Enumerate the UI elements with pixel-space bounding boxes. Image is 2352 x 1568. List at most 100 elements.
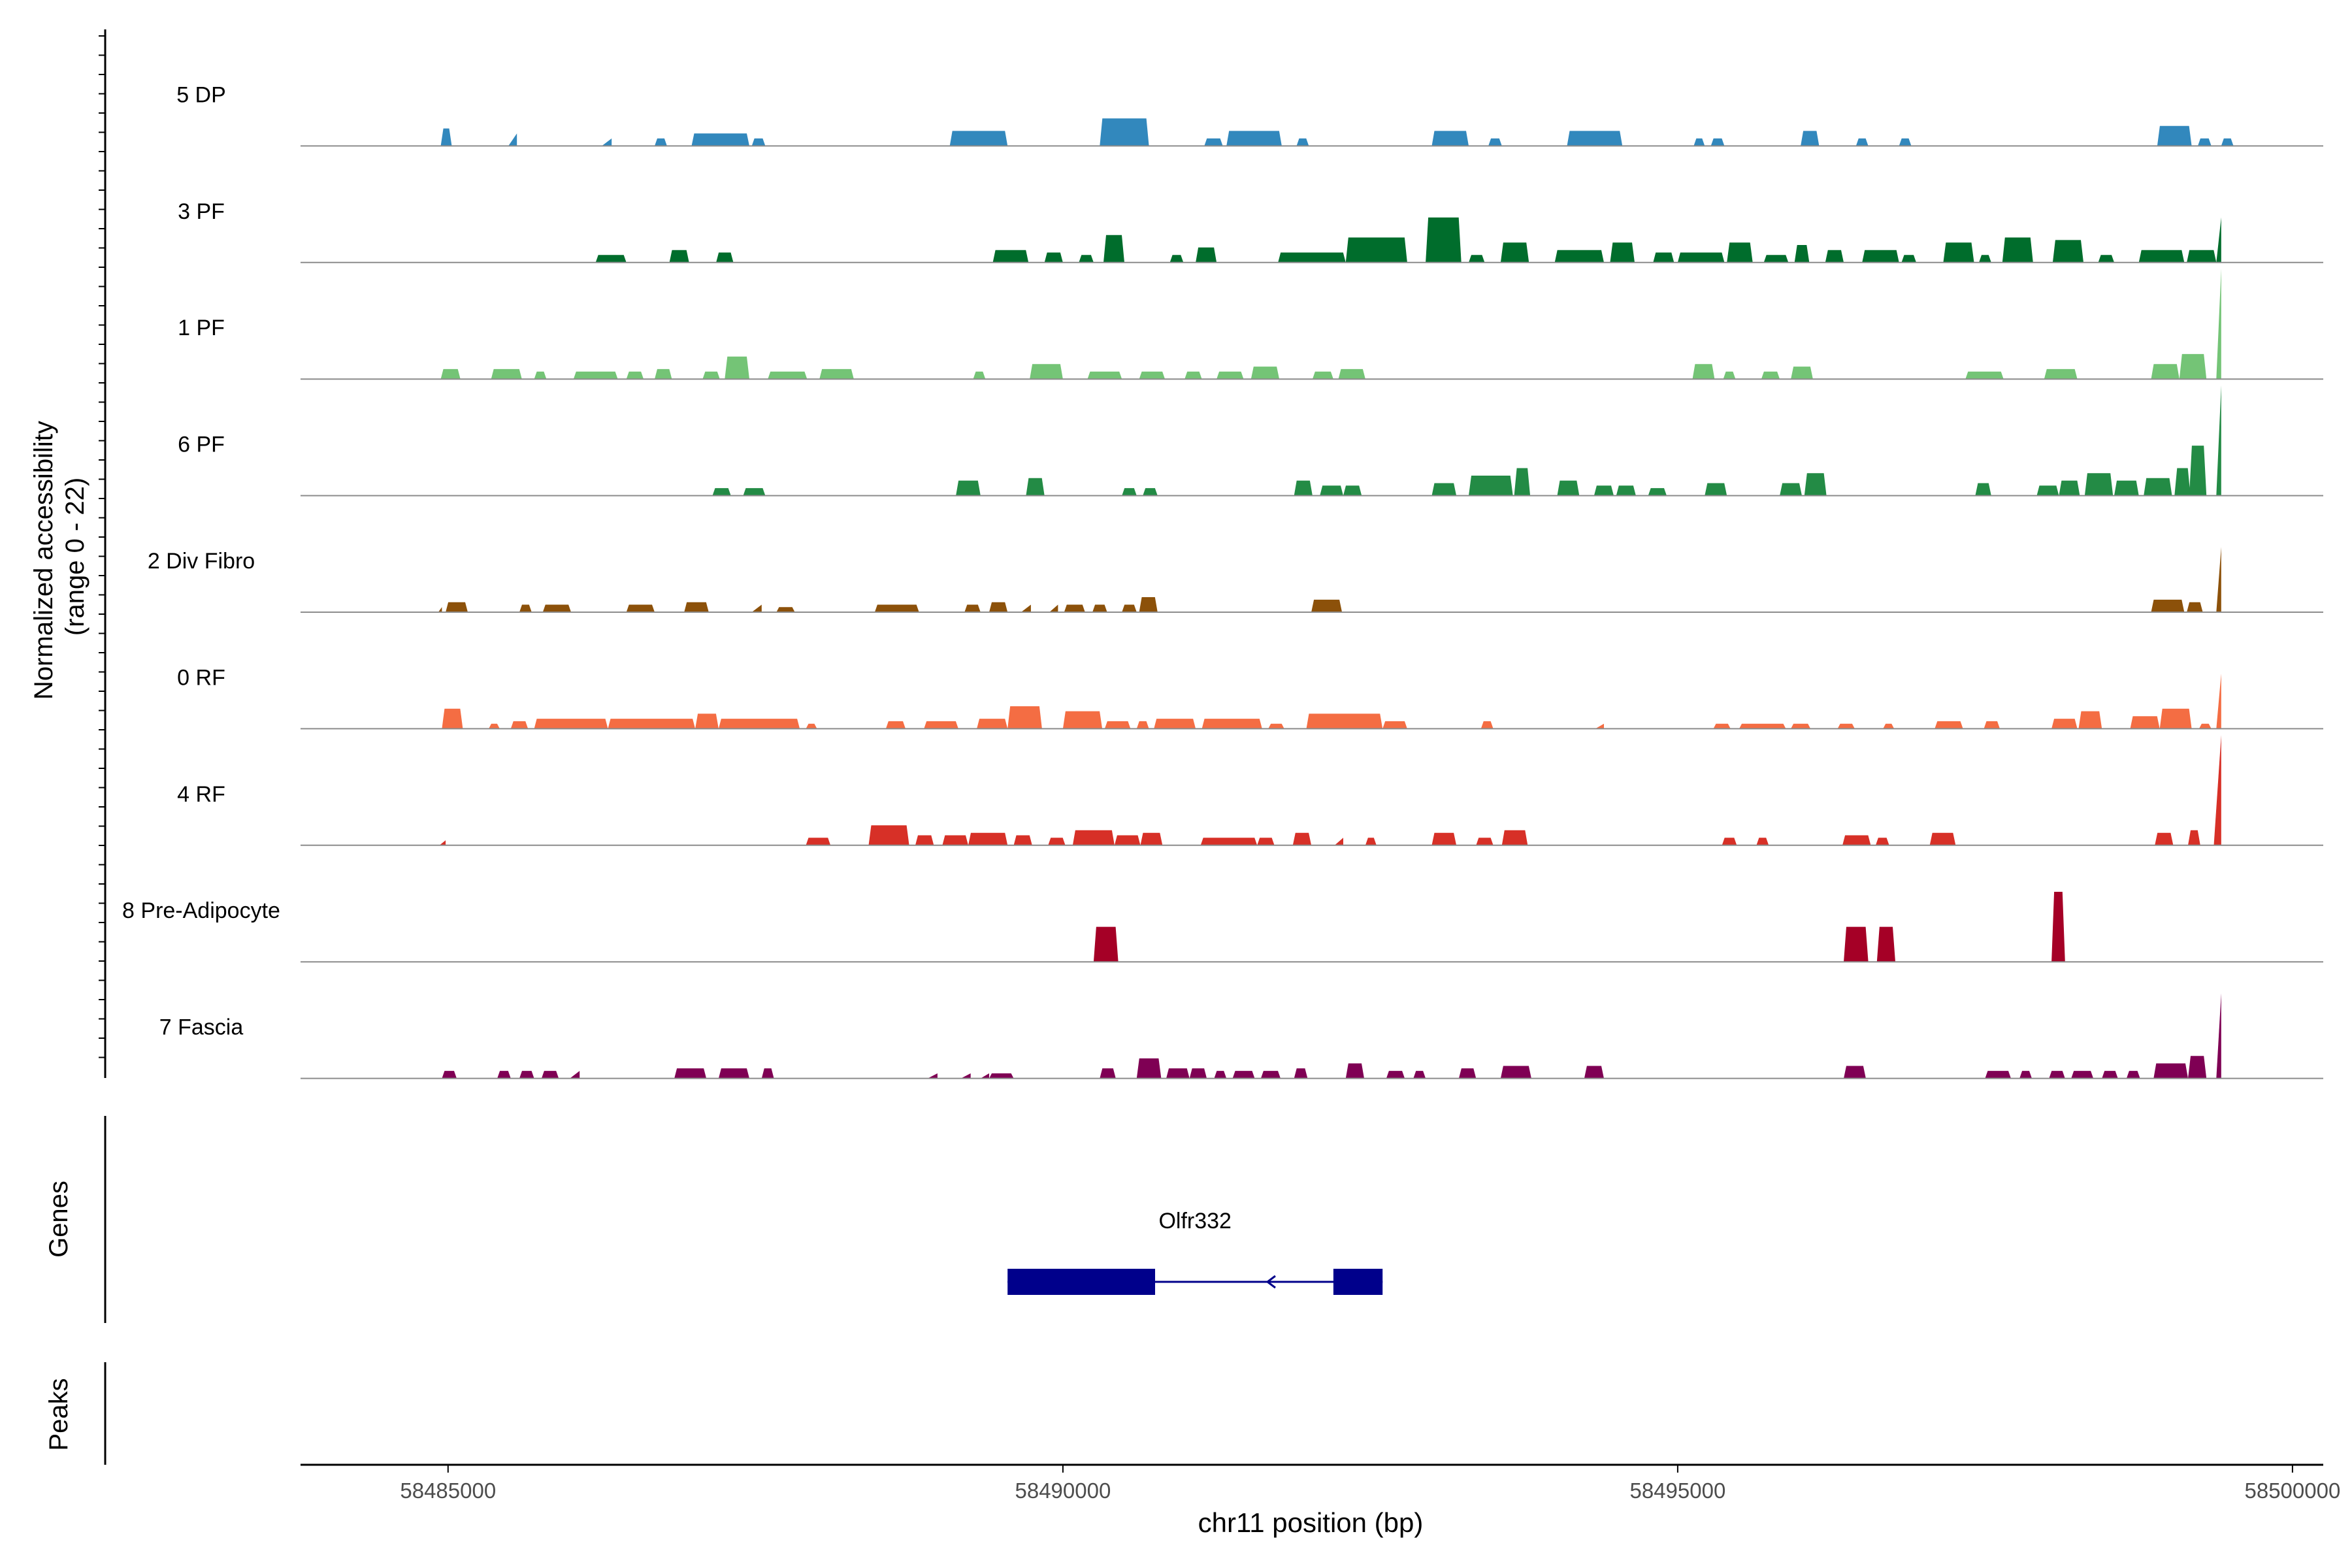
coverage-peak — [960, 1073, 971, 1079]
coverage-peak — [1320, 485, 1343, 496]
coverage-peak — [751, 604, 762, 612]
coverage-peak — [508, 133, 517, 146]
coverage-peak — [989, 602, 1008, 612]
coverage-peak — [2078, 711, 2102, 729]
coverage-peak — [1984, 721, 2000, 729]
coverage-peak — [1114, 835, 1141, 845]
coverage-peak — [806, 723, 817, 729]
coverage-peak — [1013, 835, 1032, 845]
coverage-peak — [1975, 483, 1991, 496]
coverage-peak — [977, 719, 1008, 729]
coverage-peak — [1943, 242, 1974, 263]
coverage-peak — [2216, 385, 2221, 496]
coverage-peak — [595, 255, 627, 263]
coverage-peak — [2187, 602, 2203, 612]
coverage-peak — [874, 604, 919, 612]
track-7: 8 Pre-Adipocyte — [122, 892, 2323, 963]
coverage-peak — [489, 723, 500, 729]
coverage-peak — [1345, 1063, 1364, 1079]
coverage-peak — [2155, 832, 2174, 845]
coverage-peak — [1500, 242, 1529, 263]
coverage-peak — [712, 488, 731, 496]
coverage-peak — [2179, 353, 2207, 380]
coverage-peak — [440, 128, 452, 146]
coverage-peak — [1049, 604, 1058, 612]
gene-exon — [1333, 1269, 1383, 1295]
coverage-peak — [1935, 721, 1963, 729]
coverage-peak — [949, 131, 1008, 146]
coverage-peak — [2216, 269, 2221, 380]
coverage-peak — [1595, 723, 1604, 729]
coverage-peak — [1554, 250, 1604, 263]
x-tick-label: 58495000 — [1629, 1478, 1725, 1503]
coverage-peak — [1292, 832, 1312, 845]
coverage-peak — [1431, 832, 1457, 845]
coverage-peak — [1064, 604, 1085, 612]
coverage-peak — [2216, 674, 2221, 729]
coverage-peak — [669, 250, 689, 263]
coverage-peak — [1166, 1068, 1190, 1079]
coverage-peak — [1763, 255, 1789, 263]
coverage-peak — [1458, 1068, 1477, 1079]
y-axis-label-line1: Normalized accessibility — [29, 421, 58, 700]
coverage-peak — [716, 252, 734, 263]
coverage-peak — [2002, 237, 2033, 263]
coverage-peak — [1226, 131, 1282, 146]
coverage-peak — [1500, 1066, 1531, 1079]
coverage-peak — [1260, 1071, 1281, 1079]
coverage-peak — [2044, 368, 2078, 380]
coverage-peak — [684, 602, 709, 612]
coverage-peak — [1413, 1071, 1426, 1079]
track-5: 0 RF — [177, 665, 2323, 730]
coverage-peak — [885, 721, 906, 729]
coverage-peak — [980, 1073, 989, 1079]
coverage-peak — [1200, 838, 1258, 845]
coverage-peak — [1122, 604, 1137, 612]
coverage-peak — [2216, 217, 2221, 263]
coverage-peak — [1103, 235, 1124, 263]
coverage-peak — [440, 368, 461, 380]
coverage-peak — [442, 1071, 457, 1079]
coverage-peak — [1862, 250, 1899, 263]
coverage-peak — [1257, 838, 1275, 845]
coverage-peak — [2019, 1071, 2032, 1079]
coverage-peak — [1567, 131, 1623, 146]
coverage-peak — [534, 371, 547, 380]
coverage-peak — [1692, 364, 1715, 380]
coverage-peak — [956, 480, 981, 496]
coverage-peak — [1842, 835, 1871, 845]
coverage-peak — [1311, 599, 1343, 612]
gene-name-label: Olfr332 — [1158, 1209, 1232, 1233]
coverage-peak — [1021, 604, 1031, 612]
gene-exon — [1007, 1269, 1155, 1295]
coverage-peak — [2198, 723, 2212, 729]
coverage-peak — [1837, 723, 1855, 729]
coverage-peak — [1204, 138, 1223, 146]
coverage-peak — [989, 1073, 1014, 1079]
coverage-peak — [1104, 721, 1131, 729]
coverage-peak — [1875, 838, 1889, 845]
coverage-peak — [1801, 131, 1820, 146]
track-0: 5 DP — [176, 82, 2323, 147]
coverage-peak — [497, 1071, 511, 1079]
coverage-peak — [1469, 255, 1485, 263]
coverage-peak — [1514, 468, 1531, 496]
coverage-peak — [542, 604, 572, 612]
coverage-peak — [1883, 723, 1895, 729]
coverage-peak — [2144, 478, 2172, 496]
coverage-peak — [446, 602, 468, 612]
coverage-peak — [2138, 250, 2185, 263]
x-axis-ticks: 58485000 58490000 58495000 58500000 — [400, 1465, 2340, 1503]
coverage-peak — [1338, 368, 1365, 380]
coverage-peak — [1136, 721, 1149, 729]
y-axis-label: Normalized accessibility (range 0 - 22) — [29, 414, 90, 700]
coverage-peak — [1122, 488, 1137, 496]
coverage-peak — [1693, 138, 1705, 146]
coverage-peak — [1653, 252, 1674, 263]
coverage-peak — [2153, 1063, 2188, 1079]
coverage-peak — [1296, 138, 1309, 146]
coverage-peak — [1100, 118, 1149, 146]
coverage-peak — [1217, 371, 1244, 380]
coverage-peak — [519, 1071, 534, 1079]
coverage-peak — [743, 488, 766, 496]
